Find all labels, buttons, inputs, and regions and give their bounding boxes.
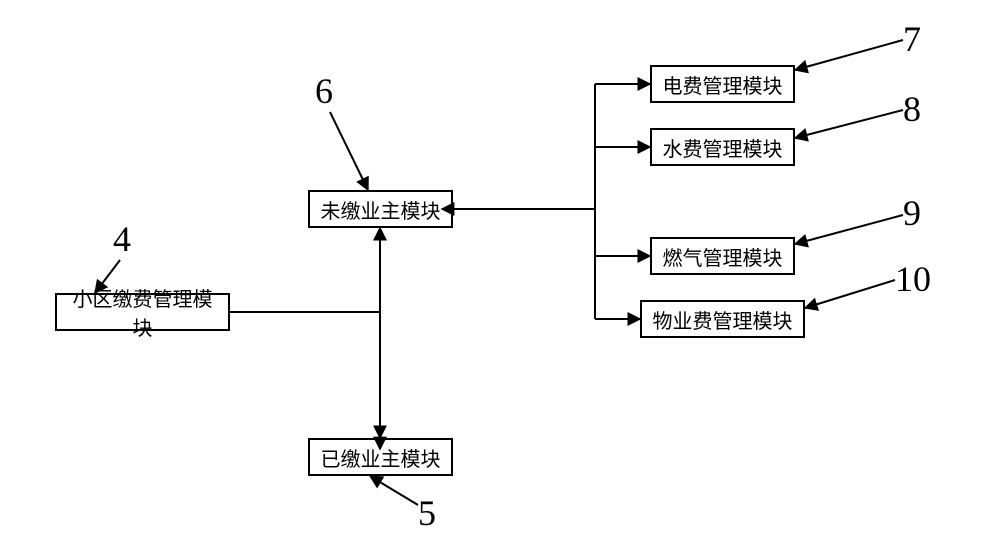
callout-5: 5 bbox=[418, 492, 436, 534]
node-property-fee: 物业费管理模块 bbox=[640, 300, 805, 338]
diagram-connectors bbox=[0, 0, 1000, 532]
node-unpaid-owner: 未缴业主模块 bbox=[308, 190, 453, 228]
callout-7: 7 bbox=[903, 18, 921, 60]
callout-6: 6 bbox=[315, 70, 333, 112]
node-community-payment: 小区缴费管理模块 bbox=[55, 293, 230, 331]
node-paid-owner: 已缴业主模块 bbox=[308, 438, 453, 476]
callout-10: 10 bbox=[895, 258, 931, 300]
callout-4: 4 bbox=[113, 218, 131, 260]
callout-8: 8 bbox=[903, 88, 921, 130]
callout-9: 9 bbox=[903, 192, 921, 234]
node-water-fee: 水费管理模块 bbox=[650, 128, 795, 166]
node-gas-fee: 燃气管理模块 bbox=[650, 237, 795, 275]
node-electricity-fee: 电费管理模块 bbox=[650, 65, 795, 103]
